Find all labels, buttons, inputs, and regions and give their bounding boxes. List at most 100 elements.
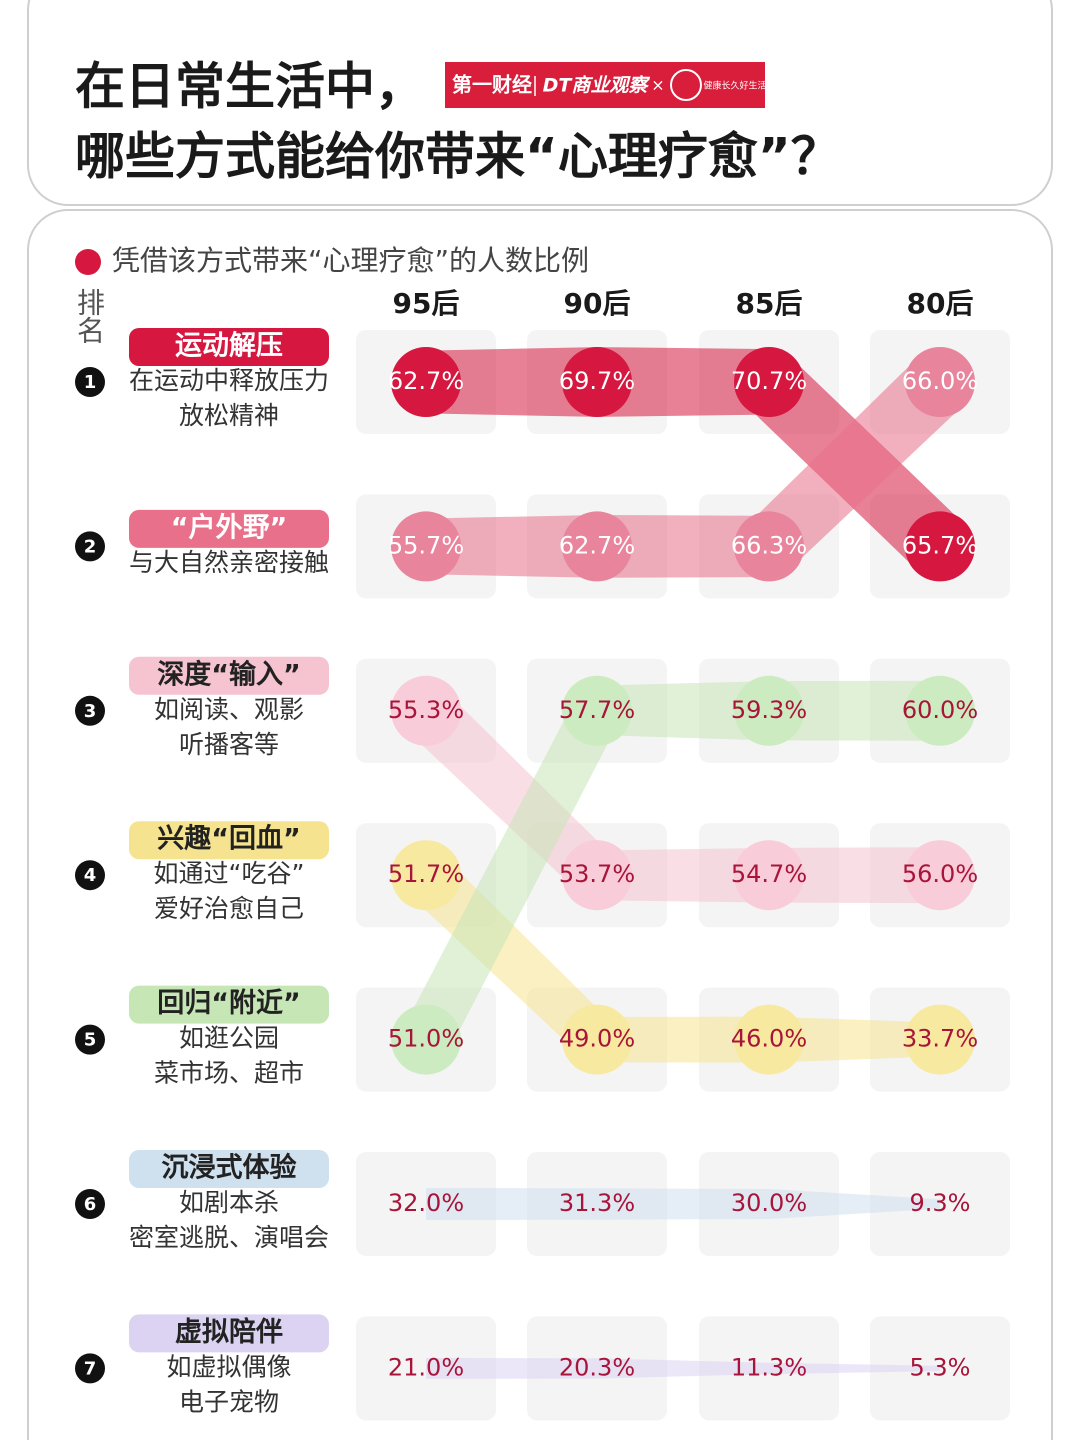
- logo: 健康长久好生活: [703, 80, 766, 92]
- title-line: 哪些方式能给你带来“心理疗愈”？: [75, 128, 841, 186]
- value-label: 11.3%: [731, 1353, 807, 1381]
- rank-number: 5: [84, 1030, 97, 1051]
- value-marker: [905, 1004, 975, 1075]
- rank-number: 2: [84, 536, 97, 557]
- value-label: 31.3%: [559, 1189, 635, 1217]
- category-tag: [129, 509, 329, 548]
- logo-icon: [670, 69, 702, 101]
- rank-number: 7: [84, 1358, 97, 1379]
- value-marker: [734, 511, 804, 582]
- rank-badge: [75, 367, 105, 397]
- category-name: 深度“输入”: [157, 658, 301, 690]
- title-line: 在日常生活中，: [75, 58, 425, 116]
- ribbon: [403, 680, 940, 1052]
- logo: 第一财经: [452, 73, 532, 97]
- logo-bar: [445, 62, 765, 108]
- value-label: 65.7%: [902, 531, 978, 559]
- value-label: 21.0%: [388, 1353, 464, 1381]
- value-label: 5.3%: [910, 1353, 971, 1381]
- value-label: 62.7%: [388, 367, 464, 395]
- category-name: 虚拟陪伴: [175, 1316, 283, 1348]
- value-label: 51.7%: [388, 860, 464, 888]
- value-label: 59.3%: [731, 696, 807, 724]
- value-label: 62.7%: [559, 531, 635, 559]
- category-desc: 如逛公园: [179, 1024, 279, 1053]
- category-desc: 如剧本杀: [179, 1188, 279, 1217]
- value-marker: [905, 347, 975, 417]
- value-label: 57.7%: [559, 696, 635, 724]
- category-desc: 在运动中释放压力: [129, 366, 329, 395]
- value-marker: [391, 675, 461, 746]
- value-label: 20.3%: [559, 1353, 635, 1381]
- rank-badge: [75, 531, 105, 562]
- category-name: 沉浸式体验: [162, 1152, 297, 1184]
- category-name: 运动解压: [175, 331, 283, 362]
- category-desc: 爱好治愈自己: [154, 894, 304, 923]
- ribbon: [408, 856, 941, 1063]
- value-label: 66.0%: [902, 367, 978, 395]
- rank-number: 4: [84, 865, 97, 886]
- value-marker: [905, 511, 975, 582]
- value-label: 55.3%: [388, 696, 464, 724]
- value-label: 32.0%: [388, 1189, 464, 1217]
- value-marker: [562, 511, 632, 582]
- value-marker: [905, 840, 975, 911]
- value-marker: [905, 675, 975, 746]
- rank-header: 排名: [73, 288, 106, 344]
- category-desc: 听播客等: [179, 730, 279, 759]
- value-marker: [391, 511, 461, 582]
- chart-card: [27, 209, 1053, 1440]
- rank-number: 6: [84, 1194, 97, 1215]
- value-label: 60.0%: [902, 696, 978, 724]
- category-name: 兴趣“回血”: [157, 824, 301, 855]
- value-marker: [734, 1004, 804, 1075]
- ribbon: [426, 358, 963, 578]
- category-name: 回归“附近”: [157, 988, 301, 1019]
- value-label: 33.7%: [902, 1025, 978, 1053]
- value-label: 9.3%: [910, 1189, 971, 1217]
- value-label: 69.7%: [559, 367, 635, 395]
- value-marker: [734, 840, 804, 911]
- value-marker: [734, 347, 804, 417]
- category-tag: [129, 1314, 329, 1353]
- value-label: 53.7%: [559, 860, 635, 888]
- rank-number: 3: [84, 701, 97, 722]
- category-desc: 电子宠物: [179, 1387, 279, 1416]
- value-label: 46.0%: [731, 1025, 807, 1053]
- category-desc: 菜市场、超市: [154, 1059, 304, 1088]
- value-marker: [562, 675, 632, 746]
- logo: DT商业观察: [543, 75, 651, 97]
- category-tag: [129, 985, 329, 1024]
- value-label: 70.7%: [731, 367, 807, 395]
- legend-marker: [75, 249, 101, 275]
- logo: ×: [651, 76, 664, 95]
- value-label: 66.3%: [731, 531, 807, 559]
- value-label: 49.0%: [559, 1025, 635, 1053]
- rank-badge: [75, 1189, 105, 1219]
- category-desc: 与大自然亲密接触: [129, 548, 329, 577]
- column-header: 95后: [393, 287, 460, 320]
- category-tag: [129, 821, 329, 860]
- category-tag: [129, 656, 329, 695]
- value-marker: [734, 675, 804, 746]
- ribbon: [426, 347, 963, 571]
- value-label: 54.7%: [731, 860, 807, 888]
- category-desc: 放松精神: [179, 401, 279, 430]
- value-label: 51.0%: [388, 1025, 464, 1053]
- value-marker: [391, 840, 461, 911]
- value-marker: [562, 1004, 632, 1075]
- value-label: 56.0%: [902, 860, 978, 888]
- value-marker: [391, 347, 461, 417]
- category-desc: 如通过“吃谷”: [154, 859, 305, 888]
- category-tag: [129, 1150, 329, 1188]
- ribbon: [426, 1188, 940, 1220]
- legend-label: 凭借该方式带来“心理疗愈”的人数比例: [112, 244, 589, 277]
- category-tag: [129, 328, 329, 366]
- value-marker: [562, 347, 632, 417]
- value-label: 30.0%: [731, 1189, 807, 1217]
- value-marker: [562, 840, 632, 911]
- rank-number: 1: [84, 372, 97, 393]
- category-desc: 如阅读、观影: [154, 695, 304, 724]
